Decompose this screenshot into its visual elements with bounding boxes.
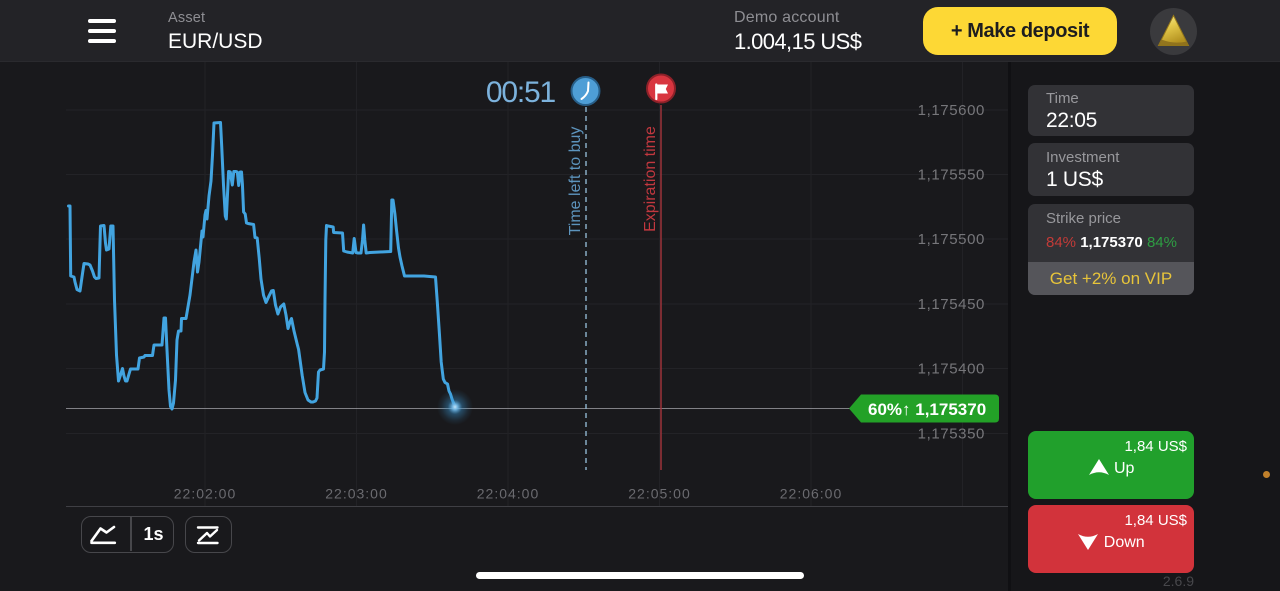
svg-text:1,175350: 1,175350 xyxy=(918,426,985,443)
svg-text:1,175450: 1,175450 xyxy=(918,296,985,313)
svg-text:1,175600: 1,175600 xyxy=(918,102,985,119)
svg-text:22:05:00: 22:05:00 xyxy=(628,486,691,502)
svg-text:1,175550: 1,175550 xyxy=(918,167,985,184)
svg-text:22:06:00: 22:06:00 xyxy=(780,486,843,502)
svg-text:Time left to buy: Time left to buy xyxy=(567,127,584,236)
svg-text:22:04:00: 22:04:00 xyxy=(477,486,540,502)
svg-text:60%↑ 1,175370: 60%↑ 1,175370 xyxy=(868,400,986,419)
svg-text:22:03:00: 22:03:00 xyxy=(325,486,388,502)
svg-text:00:51: 00:51 xyxy=(486,76,556,109)
svg-text:1,175400: 1,175400 xyxy=(918,361,985,378)
svg-text:Expiration time: Expiration time xyxy=(642,126,659,232)
svg-text:1,175500: 1,175500 xyxy=(918,231,985,248)
svg-text:22:02:00: 22:02:00 xyxy=(174,486,237,502)
